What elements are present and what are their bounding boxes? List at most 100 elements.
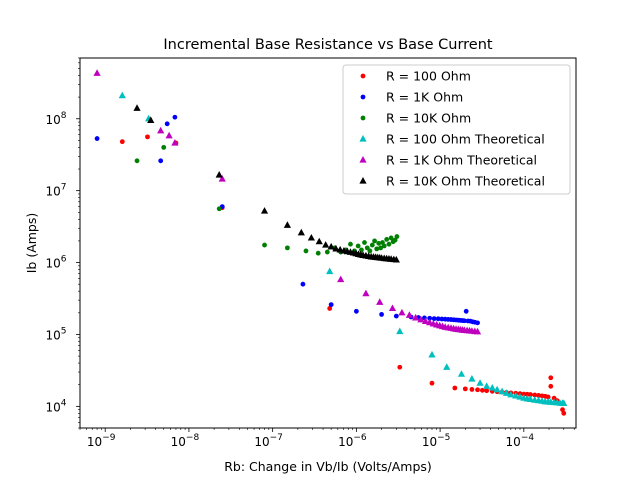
plot-area	[79, 57, 577, 429]
legend-marker	[359, 135, 367, 142]
data-point	[379, 312, 384, 317]
data-point	[526, 395, 535, 402]
legend-marker	[360, 94, 366, 100]
legend-label: R = 100 Ohm Theoretical	[386, 132, 545, 147]
data-point	[484, 388, 490, 394]
series-2	[134, 144, 400, 256]
data-point	[475, 387, 480, 393]
data-point	[327, 242, 335, 250]
data-point	[463, 308, 469, 314]
data-point	[393, 313, 399, 319]
data-point	[165, 131, 173, 139]
x-tick-label: 10−5	[422, 433, 451, 449]
y-tick-label: 107	[45, 183, 66, 199]
y-tick-label: 104	[45, 398, 66, 414]
data-point	[300, 281, 306, 287]
data-point	[283, 221, 291, 228]
data-point	[284, 245, 290, 251]
data-point	[428, 350, 436, 358]
data-point	[337, 275, 345, 283]
legend-item: R = 1K Ohm Theoretical	[359, 153, 537, 168]
legend: R = 100 Ohm R = 1K Ohm R = 10K Ohm R = 100 …	[342, 64, 571, 195]
x-tick-label: 10−8	[171, 433, 200, 449]
data-point	[172, 114, 178, 120]
data-point	[429, 380, 435, 386]
data-point	[435, 316, 441, 322]
data-point	[457, 370, 466, 377]
legend-label: R = 100 Ohm	[386, 69, 471, 84]
data-point	[216, 206, 222, 212]
legend-marker	[360, 115, 366, 121]
data-point	[171, 139, 179, 146]
data-markers	[93, 69, 568, 416]
data-point	[164, 121, 170, 127]
data-point	[297, 228, 305, 236]
legend-item: R = 10K Ohm Theoretical	[359, 174, 545, 189]
legend-label: R = 1K Ohm Theoretical	[386, 153, 537, 168]
legend-item: R = 1K Ohm	[360, 90, 463, 105]
data-point	[452, 385, 458, 391]
data-point	[545, 394, 551, 400]
data-point	[374, 246, 380, 252]
data-point	[431, 316, 437, 322]
data-point	[215, 171, 223, 178]
data-point	[488, 384, 496, 391]
y-tick-label: 105	[45, 326, 66, 342]
data-point	[118, 91, 126, 99]
data-point	[461, 318, 467, 324]
data-point	[443, 363, 451, 370]
data-point	[473, 327, 482, 335]
series-1	[94, 114, 480, 326]
data-point	[468, 375, 476, 382]
data-point	[262, 242, 267, 248]
x-tick-label: 10−6	[338, 433, 367, 449]
data-point	[359, 247, 364, 253]
data-point	[386, 241, 392, 247]
data-point	[384, 236, 390, 242]
data-point	[528, 392, 533, 397]
data-point	[378, 245, 384, 251]
data-point	[396, 327, 404, 335]
data-point	[392, 255, 400, 263]
data-point	[133, 104, 141, 111]
data-point	[307, 233, 315, 241]
data-point	[355, 243, 361, 249]
data-point	[548, 383, 554, 389]
data-point	[417, 315, 425, 323]
y-axis: 104 105 106 107 108	[45, 57, 80, 429]
x-tick-label: 10−9	[87, 433, 116, 449]
data-point	[353, 308, 359, 314]
data-point	[548, 375, 554, 381]
data-point	[158, 158, 164, 164]
data-point	[376, 298, 384, 305]
x-tick-label: 10−7	[254, 433, 283, 449]
data-point	[119, 139, 125, 145]
data-point	[381, 243, 387, 249]
data-point	[388, 235, 394, 241]
data-point	[315, 237, 323, 245]
data-point	[397, 364, 403, 370]
y-tick-label: 108	[45, 111, 66, 127]
data-point	[328, 302, 334, 308]
legend-marker	[359, 177, 367, 184]
x-axis-title: Rb: Change in Vb/Ib (Volts/Amps)	[224, 459, 432, 474]
data-point	[479, 387, 485, 393]
data-point	[324, 249, 330, 255]
legend-label: R = 10K Ohm	[386, 111, 471, 126]
data-point	[512, 391, 520, 399]
series-5	[133, 104, 400, 263]
data-point	[388, 304, 397, 312]
y-tick-label: 106	[45, 255, 66, 271]
y-axis-title: Ib (Amps)	[24, 213, 39, 274]
data-point	[498, 387, 506, 395]
legend-label: R = 1K Ohm	[386, 90, 463, 105]
data-point	[134, 158, 140, 164]
data-point	[475, 320, 480, 326]
data-point	[332, 244, 340, 252]
legend-item: R = 100 Ohm Theoretical	[359, 132, 545, 147]
data-point	[507, 390, 515, 398]
data-point	[315, 250, 321, 256]
data-point	[394, 234, 400, 239]
x-tick-label: 10−4	[506, 433, 535, 449]
